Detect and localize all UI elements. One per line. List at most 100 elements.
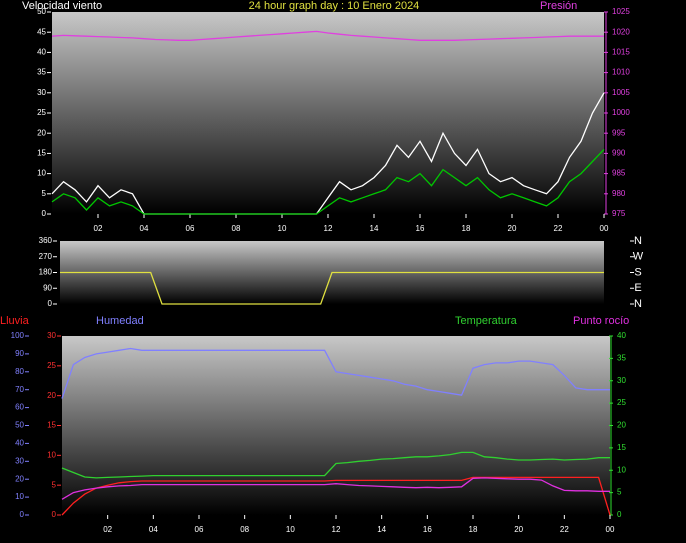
y3-tick-label: 10 bbox=[15, 492, 24, 501]
y-tick-label: 40 bbox=[37, 48, 46, 57]
y-tick-label: 10 bbox=[37, 169, 46, 178]
y-tick-label: 20 bbox=[37, 128, 46, 137]
y-tick-label: 0 bbox=[42, 209, 47, 218]
y2-tick-label: 15 bbox=[617, 443, 626, 452]
x-tick-label: 08 bbox=[240, 525, 249, 534]
plot-area bbox=[52, 12, 604, 214]
y-tick-label: 0 bbox=[48, 299, 53, 308]
y2-tick-label: 1005 bbox=[612, 88, 630, 97]
y-tick-label: 15 bbox=[47, 421, 56, 430]
y2-tick-label: 1025 bbox=[612, 7, 630, 16]
y2-tick-label: 25 bbox=[617, 398, 626, 407]
y2-tick-label: 1010 bbox=[612, 68, 630, 77]
y2-tick-label: 30 bbox=[617, 376, 626, 385]
series-line bbox=[61, 347, 610, 399]
x-tick-label: 16 bbox=[423, 525, 432, 534]
x-tick-label: 12 bbox=[324, 224, 333, 233]
rain-label: Lluvia bbox=[0, 315, 30, 327]
y-tick-label: 180 bbox=[39, 268, 53, 277]
x-tick-label: 10 bbox=[286, 525, 295, 534]
x-tick-label: 04 bbox=[140, 224, 149, 233]
y3-tick-label: 0 bbox=[20, 510, 25, 519]
series-line bbox=[61, 477, 610, 500]
y2-tick-label: 995 bbox=[612, 128, 626, 137]
y-tick-label: 90 bbox=[43, 283, 52, 292]
plot-area bbox=[62, 336, 610, 515]
humidity-label: Humedad bbox=[96, 315, 144, 327]
y3-tick-label: 90 bbox=[15, 349, 24, 358]
x-tick-label: 14 bbox=[377, 525, 386, 534]
series-line bbox=[51, 30, 604, 41]
y3-tick-label: 70 bbox=[15, 385, 24, 394]
y3-tick-label: 60 bbox=[15, 403, 24, 412]
y3-tick-label: 100 bbox=[11, 331, 25, 340]
pressure-label: Presión bbox=[540, 0, 577, 12]
y2-tick-label: 10 bbox=[617, 465, 626, 474]
y3-tick-label: 80 bbox=[15, 367, 24, 376]
y-tick-label: 10 bbox=[47, 450, 56, 459]
x-tick-label: 16 bbox=[416, 224, 425, 233]
y-tick-label: 30 bbox=[37, 88, 46, 97]
dewpoint-label: Punto rocío bbox=[573, 315, 629, 327]
temperature-label: Temperatura bbox=[455, 315, 518, 327]
y2-tick-label: S bbox=[634, 266, 641, 278]
x-tick-label: 08 bbox=[232, 224, 241, 233]
y-tick-label: 20 bbox=[47, 391, 56, 400]
y2-tick-label: N bbox=[634, 235, 642, 247]
y2-tick-label: 35 bbox=[617, 353, 626, 362]
x-tick-label: 06 bbox=[186, 224, 195, 233]
y3-tick-label: 20 bbox=[15, 474, 24, 483]
y-tick-label: 35 bbox=[37, 68, 46, 77]
x-tick-label: 22 bbox=[554, 224, 563, 233]
y-tick-label: 30 bbox=[47, 331, 56, 340]
x-tick-label: 18 bbox=[462, 224, 471, 233]
y-tick-label: 15 bbox=[37, 149, 46, 158]
wind-label: Velocidad viento bbox=[22, 0, 102, 12]
y2-tick-label: 20 bbox=[617, 421, 626, 430]
y2-tick-label: 975 bbox=[612, 209, 626, 218]
series-line bbox=[61, 476, 611, 516]
x-tick-label: 22 bbox=[560, 525, 569, 534]
y2-tick-label: E bbox=[634, 282, 641, 294]
x-tick-label: 10 bbox=[278, 224, 287, 233]
x-tick-label: 14 bbox=[370, 224, 379, 233]
y2-tick-label: N bbox=[634, 298, 642, 310]
chart-title: 24 hour graph day : 10 Enero 2024 bbox=[249, 0, 420, 12]
y-tick-label: 5 bbox=[42, 189, 47, 198]
series-line bbox=[51, 148, 605, 215]
x-tick-label: 02 bbox=[103, 525, 112, 534]
y3-tick-label: 40 bbox=[15, 439, 24, 448]
y-tick-label: 360 bbox=[39, 236, 53, 245]
y-tick-label: 5 bbox=[52, 480, 57, 489]
x-tick-label: 04 bbox=[149, 525, 158, 534]
x-tick-label: 00 bbox=[606, 525, 615, 534]
x-tick-label: 12 bbox=[332, 525, 341, 534]
x-tick-label: 20 bbox=[508, 224, 517, 233]
x-tick-label: 06 bbox=[195, 525, 204, 534]
y2-tick-label: 980 bbox=[612, 189, 626, 198]
y2-tick-label: 40 bbox=[617, 331, 626, 340]
y-tick-label: 0 bbox=[52, 510, 57, 519]
x-tick-label: 00 bbox=[600, 224, 609, 233]
x-tick-label: 18 bbox=[469, 525, 478, 534]
y-tick-label: 270 bbox=[39, 252, 53, 261]
y-tick-label: 45 bbox=[37, 27, 46, 36]
series-line bbox=[60, 271, 604, 305]
x-tick-label: 20 bbox=[514, 525, 523, 534]
y2-tick-label: 985 bbox=[612, 169, 626, 178]
y2-tick-label: 1000 bbox=[612, 108, 630, 117]
y-tick-label: 50 bbox=[37, 7, 46, 16]
y-tick-label: 25 bbox=[47, 361, 56, 370]
series-line bbox=[61, 451, 610, 479]
y2-tick-label: 1020 bbox=[612, 27, 630, 36]
y2-tick-label: 0 bbox=[617, 510, 622, 519]
y2-tick-label: 990 bbox=[612, 149, 626, 158]
y-tick-label: 25 bbox=[37, 108, 46, 117]
y3-tick-label: 50 bbox=[15, 421, 24, 430]
y2-tick-label: W bbox=[633, 251, 644, 263]
y2-tick-label: 1015 bbox=[612, 48, 630, 57]
x-tick-label: 02 bbox=[94, 224, 103, 233]
y2-tick-label: 5 bbox=[617, 488, 622, 497]
y3-tick-label: 30 bbox=[15, 456, 24, 465]
